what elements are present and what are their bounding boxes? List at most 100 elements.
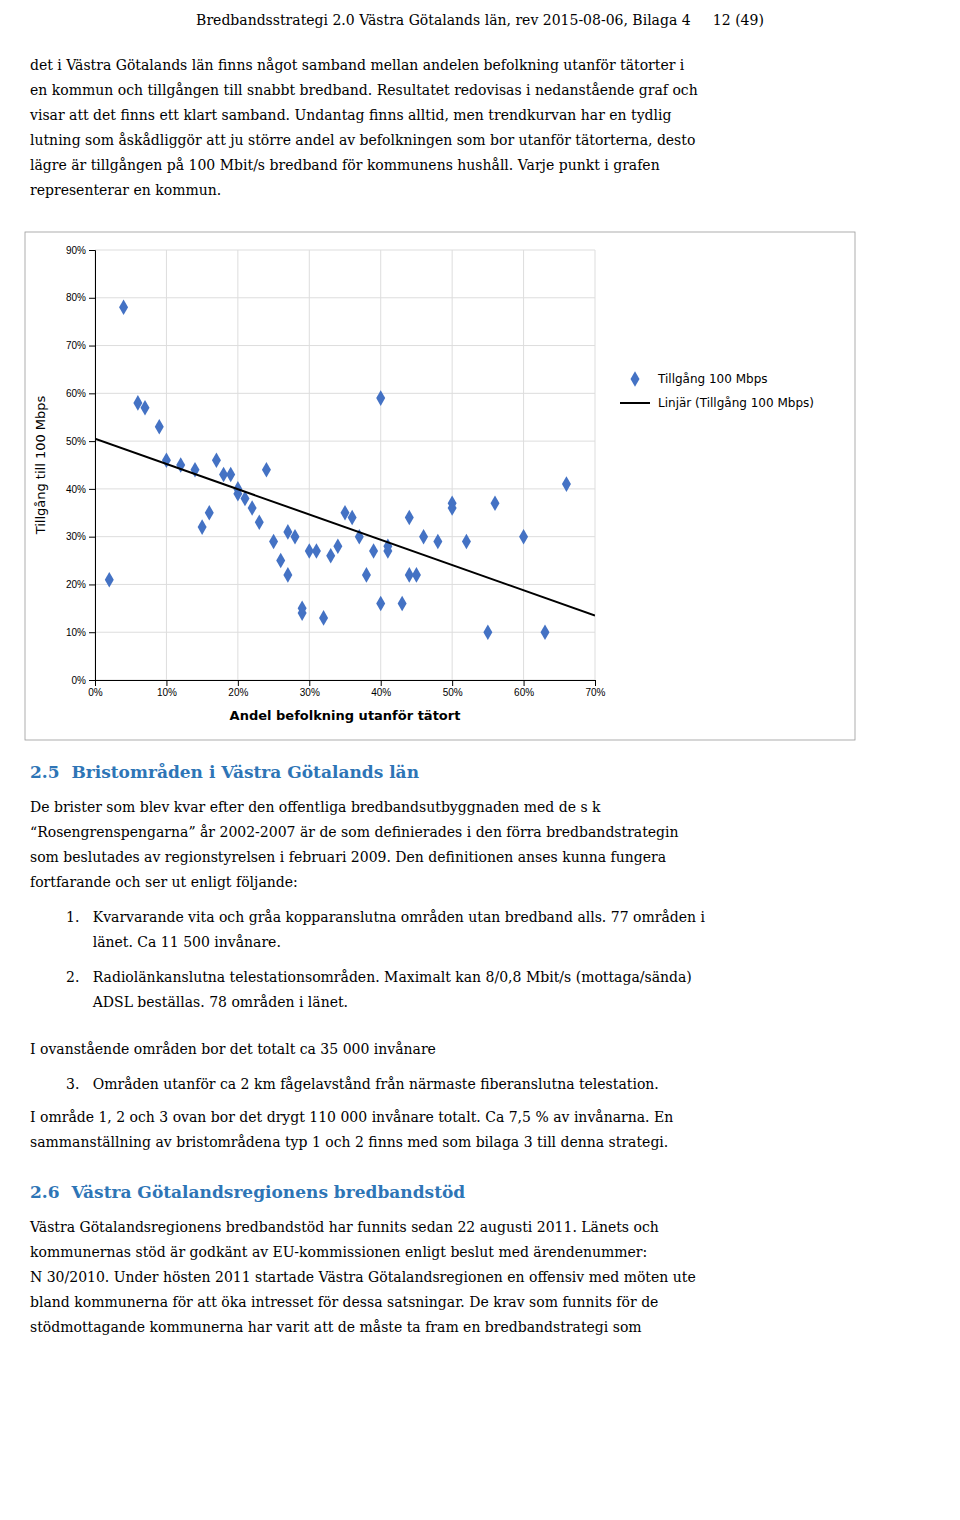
y-tick-mark bbox=[89, 441, 95, 442]
y-tick-label: 80% bbox=[66, 292, 86, 303]
y-axis: 0%10%20%30%40%50%60%70%80%90% bbox=[66, 245, 96, 686]
text-line: det i Västra Götalands län finns något s… bbox=[30, 57, 685, 73]
y-axis-title: Tillgång till 100 Mbps bbox=[33, 395, 48, 535]
text-line: sammanställning av bristområdena typ 1 o… bbox=[30, 1134, 668, 1150]
legend-item: Linjär (Tillgång 100 Mbps) bbox=[620, 396, 814, 410]
text-line: De brister som blev kvar efter den offen… bbox=[30, 799, 601, 815]
text-line: ADSL beställas. 78 områden i länet. bbox=[66, 994, 348, 1010]
scatter-point bbox=[276, 553, 285, 569]
y-tick-mark bbox=[89, 584, 95, 585]
y-tick: 90% bbox=[66, 245, 95, 256]
x-tick: 0% bbox=[88, 680, 103, 698]
text-line: I område 1, 2 och 3 ovan bor det drygt 1… bbox=[30, 1109, 673, 1125]
text-line: representerar en kommun. bbox=[30, 182, 221, 198]
text-line: visar att det finns ett klart samband. U… bbox=[29, 107, 672, 123]
scatter-point bbox=[212, 452, 221, 468]
x-tick-label: 40% bbox=[371, 687, 391, 698]
text-line: 2.6 Västra Götalandsregionens bredbandst… bbox=[30, 1182, 465, 1202]
y-tick: 10% bbox=[66, 627, 95, 638]
section-title: 2.5 Bristområden i Västra Götalands län bbox=[30, 762, 419, 782]
scatter-point bbox=[412, 567, 421, 583]
y-tick-label: 40% bbox=[66, 484, 86, 495]
x-grid-line bbox=[523, 250, 524, 680]
y-grid-line bbox=[95, 393, 595, 394]
y-axis-line bbox=[89, 251, 96, 681]
x-tick-label: 60% bbox=[514, 687, 534, 698]
x-tick-label: 50% bbox=[443, 687, 463, 698]
scatter-point bbox=[369, 543, 378, 559]
scatter-point bbox=[298, 601, 307, 617]
list-item: 2. Radiolänkanslutna telestationsområden… bbox=[66, 969, 692, 1010]
chart: 0%10%20%30%40%50%60%70%0%10%20%30%40%50%… bbox=[33, 245, 814, 723]
scatter-point bbox=[491, 495, 500, 511]
text-line: stödmottagande kommunerna har varit att … bbox=[30, 1319, 642, 1335]
text-line: 2.5 Bristområden i Västra Götalands län bbox=[30, 762, 419, 782]
y-tick-label: 50% bbox=[66, 436, 86, 447]
scatter-point bbox=[483, 624, 492, 640]
y-tick-mark bbox=[89, 250, 95, 251]
x-tick-label: 0% bbox=[88, 687, 103, 698]
x-tick: 10% bbox=[157, 680, 177, 698]
scatter-point bbox=[319, 610, 328, 626]
legend-swatch bbox=[631, 371, 640, 387]
x-tick-mark bbox=[238, 680, 239, 686]
x-tick-mark bbox=[166, 680, 167, 686]
text-line: 1. Kvarvarande vita och gråa kopparanslu… bbox=[66, 909, 705, 925]
x-tick-label: 30% bbox=[300, 687, 320, 698]
page: Bredbandsstrategi 2.0 Västra Götalands l… bbox=[0, 0, 960, 1520]
x-tick: 40% bbox=[371, 680, 391, 698]
scatter-point bbox=[348, 510, 357, 526]
legend-item: Tillgång 100 Mbps bbox=[631, 371, 768, 387]
legend-label: Tillgång 100 Mbps bbox=[657, 372, 768, 386]
x-grid-line bbox=[380, 250, 381, 680]
scatter-point bbox=[405, 510, 414, 526]
x-grid-line bbox=[309, 250, 310, 680]
y-grid-line bbox=[95, 488, 595, 489]
page-header: Bredbandsstrategi 2.0 Västra Götalands l… bbox=[196, 12, 764, 28]
scatter-point bbox=[226, 467, 235, 483]
scatter-point bbox=[362, 567, 371, 583]
y-tick-mark bbox=[89, 489, 95, 490]
list-item: 3. Områden utanför ca 2 km fågelavstånd … bbox=[66, 1076, 659, 1092]
text-line: som beslutades av regionstyrelsen i febr… bbox=[30, 849, 666, 865]
scatter-point bbox=[283, 567, 292, 583]
y-tick: 40% bbox=[66, 484, 95, 495]
y-tick-label: 30% bbox=[66, 531, 86, 542]
y-tick: 30% bbox=[66, 531, 95, 542]
y-tick: 0% bbox=[72, 675, 95, 686]
y-tick: 50% bbox=[66, 436, 95, 447]
scatter-point bbox=[519, 529, 528, 545]
paragraph: De brister som blev kvar efter den offen… bbox=[30, 799, 679, 890]
x-tick-label: 70% bbox=[585, 687, 605, 698]
section-title: 2.6 Västra Götalandsregionens bredbandst… bbox=[30, 1182, 465, 1202]
text-line: Västra Götalandsregionens bredbandstöd h… bbox=[29, 1219, 659, 1235]
y-grid-line bbox=[95, 345, 595, 346]
scatter-point bbox=[205, 505, 214, 521]
x-tick: 50% bbox=[443, 680, 463, 698]
marks bbox=[95, 300, 595, 640]
scatter-point bbox=[376, 390, 385, 406]
legend: Tillgång 100 Mbps Linjär (Tillgång 100 Mb… bbox=[620, 371, 814, 410]
scatter-point bbox=[383, 543, 392, 559]
text-line: 2. Radiolänkanslutna telestationsområden… bbox=[66, 969, 692, 985]
scatter-point bbox=[119, 300, 128, 316]
text-line: kommunernas stöd är godkänt av EU-kommis… bbox=[30, 1244, 647, 1260]
y-tick-label: 70% bbox=[66, 340, 86, 351]
chart-frame bbox=[25, 232, 855, 740]
text-line: länet. Ca 11 500 invånare. bbox=[66, 934, 281, 950]
paragraph: I område 1, 2 och 3 ovan bor det drygt 1… bbox=[30, 1109, 673, 1150]
scatter-point bbox=[433, 534, 442, 550]
text-line: “Rosengrenspengarna” år 2002-2007 är de … bbox=[30, 824, 679, 840]
y-grid-line bbox=[95, 297, 595, 298]
y-tick-mark bbox=[89, 393, 95, 394]
x-tick: 60% bbox=[514, 680, 534, 698]
trend-line bbox=[95, 439, 595, 616]
text-line: N 30/2010. Under hösten 2011 startade Vä… bbox=[30, 1269, 696, 1285]
y-grid-line bbox=[95, 584, 595, 585]
scatter-point bbox=[326, 548, 335, 564]
legend-label: Linjär (Tillgång 100 Mbps) bbox=[658, 396, 814, 410]
scatter-point bbox=[562, 476, 571, 492]
y-tick-label: 20% bbox=[66, 579, 86, 590]
paragraph: Västra Götalandsregionens bredbandstöd h… bbox=[29, 1219, 696, 1335]
scatter-point bbox=[448, 495, 457, 511]
